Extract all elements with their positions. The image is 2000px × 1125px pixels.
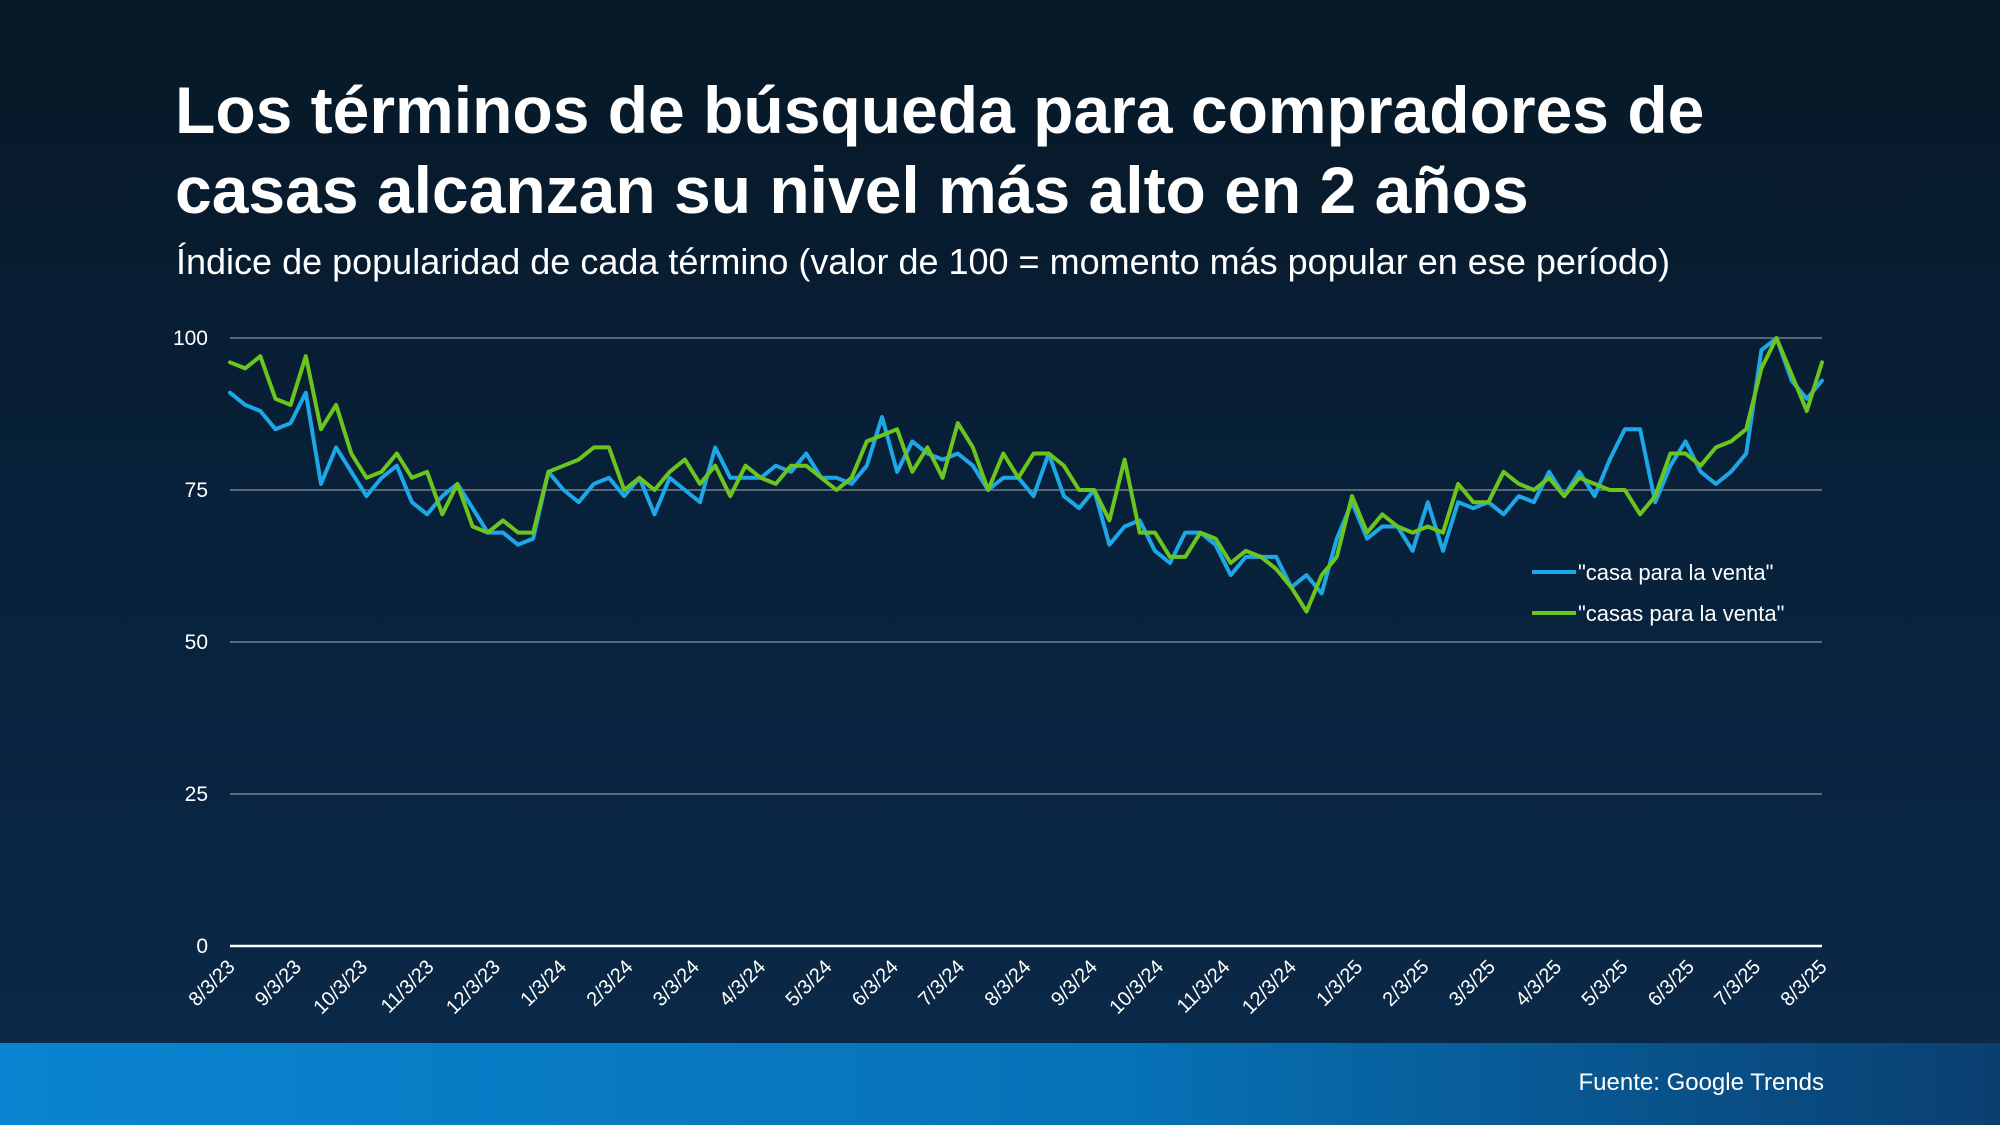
- x-tick-label: 5/3/24: [782, 956, 837, 1011]
- x-tick-label: 5/3/25: [1578, 956, 1633, 1011]
- x-tick-label: 4/3/24: [715, 956, 770, 1011]
- x-tick-label: 11/3/23: [377, 956, 439, 1018]
- series-line-casas-para-la-venta: [228, 336, 1824, 614]
- x-tick-label: 7/3/25: [1710, 956, 1765, 1011]
- x-tick-label: 12/3/23: [442, 956, 505, 1019]
- x-tick-label: 3/3/24: [649, 956, 704, 1011]
- y-tick-label: 50: [185, 631, 208, 654]
- x-tick-label: 8/3/23: [185, 956, 240, 1011]
- x-tick-label: 1/3/25: [1312, 956, 1367, 1011]
- grid-lines: [230, 337, 1822, 948]
- chart-subtitle: Índice de popularidad de cada término (v…: [176, 241, 1670, 282]
- source-label: Fuente: Google Trends: [1578, 1069, 1824, 1096]
- x-tick-label: 3/3/25: [1445, 956, 1500, 1011]
- y-tick-label: 25: [185, 783, 208, 806]
- x-tick-label: 2/3/24: [583, 956, 638, 1011]
- chart-title: Los términos de búsqueda para compradore…: [175, 73, 1705, 227]
- legend-label: "casas para la venta": [1578, 601, 1784, 626]
- footer-bar: Fuente: Google Trends: [0, 1043, 2000, 1125]
- series-lines: [228, 336, 1824, 614]
- x-tick-label: 2/3/25: [1379, 956, 1434, 1011]
- legend: "casa para la venta" "casas para la venta…: [1532, 560, 1784, 626]
- y-tick-label: 75: [185, 479, 208, 502]
- x-tick-label: 11/3/24: [1173, 956, 1235, 1018]
- x-axis-ticks: 8/3/23 9/3/23 10/3/23 11/3/23 12/3/23 1/3/24 2…: [185, 956, 1832, 1019]
- x-tick-label: 9/3/24: [1047, 956, 1102, 1011]
- x-tick-label: 1/3/24: [516, 956, 571, 1011]
- legend-label: "casa para la venta": [1578, 560, 1773, 585]
- x-tick-label: 10/3/24: [1105, 956, 1168, 1019]
- x-tick-label: 9/3/23: [251, 956, 306, 1011]
- y-axis-ticks: 0 25 50 75 100: [173, 327, 208, 958]
- x-tick-label: 6/3/24: [848, 956, 903, 1011]
- x-tick-label: 4/3/25: [1511, 956, 1566, 1011]
- y-tick-label: 100: [173, 327, 208, 350]
- x-tick-label: 8/3/24: [981, 956, 1036, 1011]
- x-tick-label: 6/3/25: [1644, 956, 1699, 1011]
- x-tick-label: 12/3/24: [1238, 956, 1301, 1019]
- x-tick-label: 8/3/25: [1777, 956, 1832, 1011]
- x-tick-label: 10/3/23: [309, 956, 372, 1019]
- y-tick-label: 0: [196, 935, 208, 958]
- x-tick-label: 7/3/24: [914, 956, 969, 1011]
